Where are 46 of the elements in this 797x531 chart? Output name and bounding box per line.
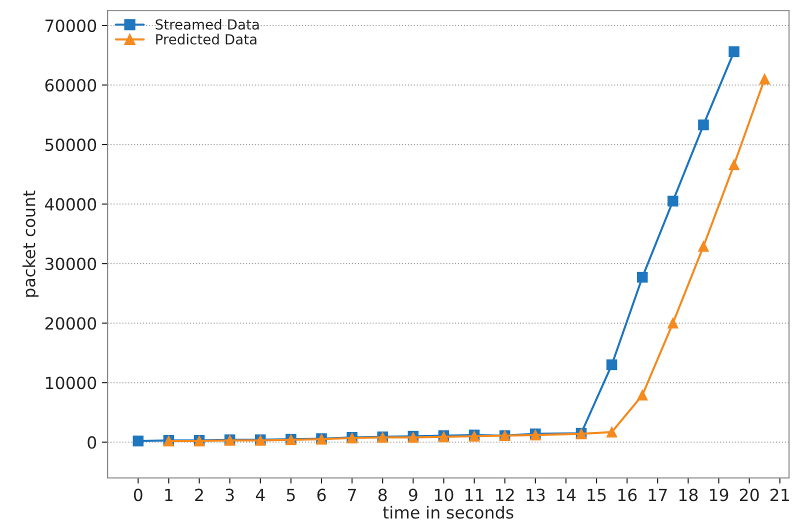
x-tick-label: 7	[348, 488, 356, 501]
x-tick-label: 20	[740, 488, 759, 502]
y-tick-label: 0	[88, 436, 96, 449]
point	[606, 426, 618, 438]
x-tick-label: 19	[710, 488, 728, 502]
point	[759, 74, 770, 84]
point	[668, 196, 678, 206]
point	[636, 272, 648, 283]
x-tick-label: 11	[466, 488, 484, 501]
x-tick-label: 14	[557, 488, 576, 501]
legend-label: Predicted Data	[156, 34, 256, 45]
y-tick-label: 50000	[45, 138, 96, 152]
x-tick-label: 13	[526, 488, 545, 502]
point	[636, 390, 648, 401]
y-tick-label: 10000	[46, 376, 96, 390]
x-tick-label: 1	[165, 488, 172, 501]
x-tick-label: 5	[286, 488, 295, 502]
point	[728, 46, 740, 58]
y-tick-label: 20000	[45, 317, 96, 330]
y-axis-title: packet count	[22, 190, 39, 297]
point	[606, 359, 618, 370]
point	[728, 159, 740, 170]
x-tick-label: 6	[317, 488, 326, 502]
x-tick-label: 3	[226, 488, 234, 502]
point	[698, 120, 709, 130]
point	[668, 318, 678, 329]
x-tick-label: 16	[618, 488, 637, 502]
x-tick-label: 18	[679, 488, 698, 502]
x-tick-label: 21	[770, 488, 789, 501]
y-tick-label: 60000	[45, 78, 96, 92]
x-axis-title: time in seconds	[382, 506, 514, 519]
x-tick-label: 17	[648, 488, 667, 501]
x-tick-label: 0	[134, 488, 142, 502]
x-tick-label: 9	[408, 488, 418, 502]
x-tick-label: 4	[256, 488, 265, 501]
y-tick-label: 70000	[46, 19, 96, 32]
point	[698, 240, 709, 252]
x-tick-label: 8	[378, 488, 387, 502]
x-tick-label: 15	[588, 488, 606, 502]
legend-label: Streamed Data	[156, 18, 259, 30]
y-tick-label: 40000	[44, 198, 96, 211]
y-tick-label: 30000	[45, 258, 96, 270]
point	[132, 436, 144, 446]
x-tick-label: 2	[195, 488, 203, 501]
x-tick-label: 12	[496, 488, 514, 501]
x-tick-label: 10	[434, 488, 454, 502]
